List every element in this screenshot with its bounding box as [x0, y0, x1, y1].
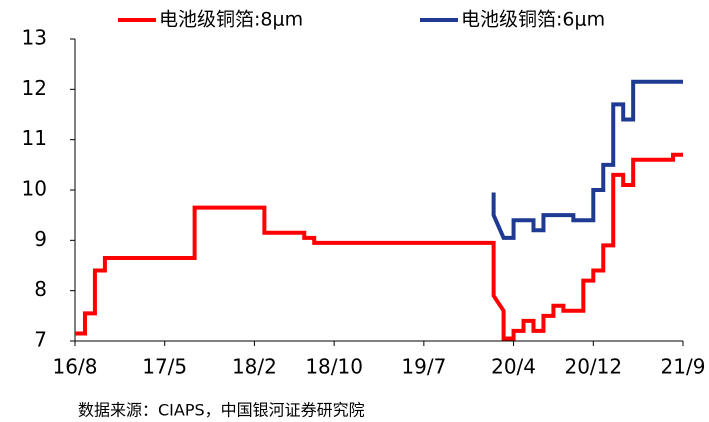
- x-tick-label: 18/2: [232, 355, 277, 379]
- x-tick-label: 19/7: [401, 355, 446, 379]
- y-tick-label: 9: [34, 227, 47, 251]
- y-tick-label: 10: [22, 177, 47, 201]
- series-line: [491, 79, 683, 240]
- y-tick-label: 7: [34, 328, 47, 352]
- x-tick-label: 20/4: [491, 355, 536, 379]
- x-tick-label: 17/5: [142, 355, 187, 379]
- x-tick-label: 21/9: [661, 355, 706, 379]
- legend-label: 电池级铜箔:8μm: [159, 9, 303, 31]
- x-tick-label: 16/8: [53, 355, 98, 379]
- y-tick-label: 11: [22, 126, 47, 150]
- series-line: [75, 152, 683, 341]
- source-note: 数据来源：CIAPS，中国银河证券研究院: [78, 401, 365, 420]
- x-tick-label: 20/12: [564, 355, 622, 379]
- y-tick-label: 8: [34, 277, 47, 301]
- legend-label: 电池级铜箔:6μm: [461, 9, 605, 31]
- x-tick-label: 18/10: [305, 355, 363, 379]
- y-tick-label: 12: [22, 76, 47, 100]
- y-tick-label: 13: [22, 26, 47, 50]
